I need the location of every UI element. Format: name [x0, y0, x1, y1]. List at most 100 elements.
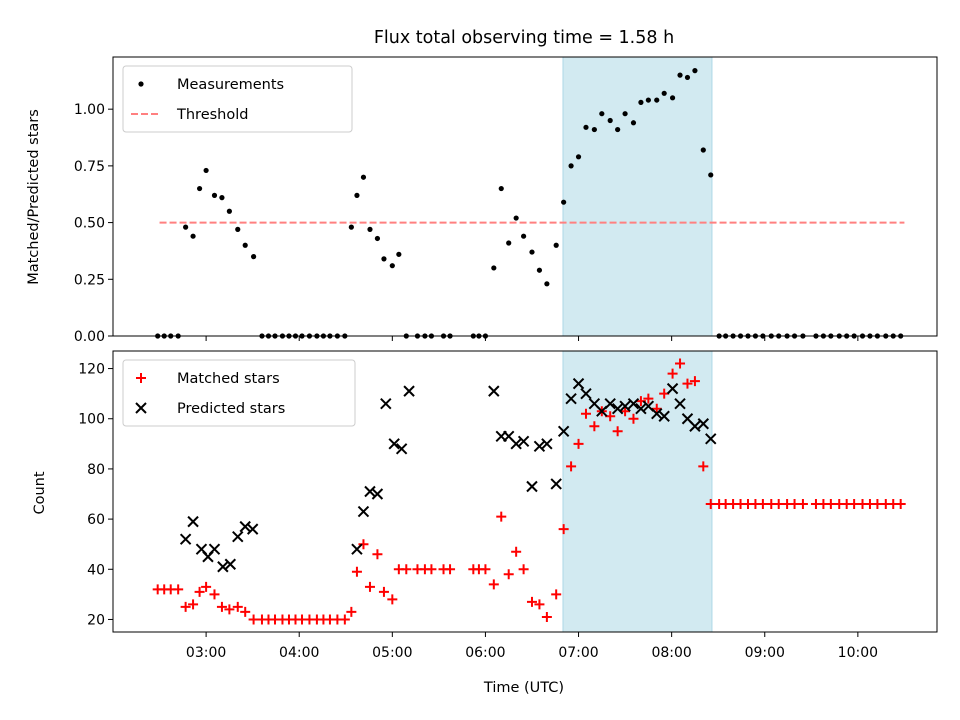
top-point — [183, 224, 189, 230]
top-point — [196, 185, 203, 192]
chart-title: Flux total observing time = 1.58 h — [374, 28, 674, 48]
matched-point — [573, 438, 584, 449]
bottom-y-tick-label: 120 — [78, 362, 105, 378]
predicted-point — [395, 443, 408, 455]
top-legend: Measurements Threshold — [122, 65, 353, 133]
top-point — [544, 281, 550, 287]
top-point — [568, 163, 574, 169]
top-point — [630, 120, 637, 126]
bottom-x-tick-label: 10:00 — [838, 645, 878, 661]
top-point — [553, 242, 559, 248]
top-y-tick-label: 0.75 — [74, 159, 105, 175]
top-y-tick-label: 0.50 — [74, 216, 105, 232]
matched-point — [180, 601, 191, 612]
matched-point — [675, 358, 686, 369]
bottom-x-tick-label: 08:00 — [651, 645, 691, 661]
predicted-point — [697, 418, 710, 430]
matched-point — [387, 594, 398, 605]
predicted-point — [533, 440, 546, 453]
top-point — [360, 174, 367, 180]
predicted-point — [187, 515, 199, 528]
top-point — [638, 99, 644, 105]
top-point — [708, 172, 714, 178]
matched-point — [620, 406, 631, 417]
predicted-point — [239, 520, 251, 533]
matched-point — [605, 411, 616, 422]
top-point — [348, 224, 354, 230]
bottom-x-tick-label: 06:00 — [465, 645, 505, 661]
bottom-legend-box — [122, 359, 356, 427]
top-point — [219, 195, 225, 201]
matched-point — [566, 461, 577, 472]
matched-point — [659, 388, 670, 399]
x-axis-label: Time (UTC) — [483, 680, 564, 696]
top-point — [367, 226, 373, 232]
top-legend-box — [122, 65, 353, 133]
matched-point — [682, 378, 693, 389]
legend-measurements-marker — [138, 81, 144, 87]
predicted-point — [635, 402, 647, 415]
bottom-y-tick-label: 80 — [87, 462, 105, 478]
top-point — [615, 126, 621, 133]
matched-point — [580, 408, 591, 419]
top-y-tick-label: 1.00 — [74, 102, 105, 118]
top-point — [692, 68, 698, 74]
bottom-x-tick-label: 09:00 — [745, 645, 785, 661]
matched-point — [351, 566, 362, 577]
top-legend-label: Threshold — [176, 107, 248, 123]
matched-point — [526, 596, 537, 607]
top-point — [622, 111, 628, 117]
top-point — [381, 256, 387, 262]
matched-point — [339, 614, 350, 625]
matched-point — [173, 584, 184, 595]
matched-point — [378, 586, 389, 597]
matched-point — [488, 579, 499, 590]
matched-point — [401, 564, 412, 575]
matched-point — [895, 499, 906, 510]
matched-point — [480, 564, 491, 575]
bottom-shaded-region — [562, 350, 713, 633]
predicted-point — [488, 385, 500, 397]
predicted-point — [232, 530, 244, 543]
top-point — [575, 154, 582, 160]
top-point — [583, 124, 589, 130]
top-point — [607, 117, 613, 124]
matched-point — [558, 524, 569, 535]
bottom-legend: Matched stars Predicted stars — [122, 359, 356, 427]
matched-point — [541, 611, 552, 622]
predicted-point — [658, 410, 670, 422]
top-point — [645, 97, 651, 103]
bottom-y-tick-label: 60 — [87, 512, 105, 528]
matched-point — [825, 499, 836, 510]
top-point — [661, 90, 667, 96]
top-axes-frame — [112, 56, 938, 337]
predicted-point — [364, 485, 376, 498]
matched-point — [789, 499, 800, 510]
bottom-x-tick-label: 04:00 — [279, 645, 319, 661]
predicted-point — [611, 402, 624, 415]
top-point — [389, 263, 395, 269]
predicted-point — [689, 420, 701, 432]
top-point — [684, 74, 691, 81]
top-point — [211, 192, 218, 198]
matched-point — [628, 413, 639, 424]
top-point — [498, 185, 504, 192]
top-point — [374, 235, 381, 242]
bottom-y-axis-label: Count — [32, 471, 48, 514]
predicted-point — [666, 382, 679, 395]
top-point — [190, 233, 196, 239]
top-y-tick-label: 0.25 — [74, 272, 105, 288]
matched-point — [773, 499, 784, 510]
top-point — [677, 72, 683, 78]
matched-point — [757, 499, 768, 510]
matched-point — [643, 393, 654, 404]
matched-point — [188, 599, 199, 610]
legend-predicted-marker — [135, 402, 147, 414]
predicted-point — [351, 543, 363, 555]
predicted-point — [526, 480, 538, 493]
matched-point — [551, 589, 562, 600]
legend-matched-marker — [136, 373, 146, 383]
matched-point — [518, 564, 529, 575]
matched-point — [224, 604, 235, 615]
